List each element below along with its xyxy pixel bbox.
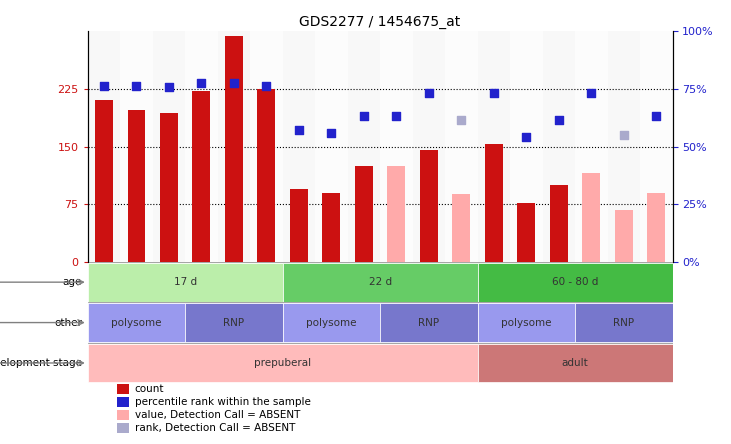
Title: GDS2277 / 1454675_at: GDS2277 / 1454675_at	[300, 15, 461, 29]
Bar	[518, 203, 535, 262]
Text: value, Detection Call = ABSENT: value, Detection Call = ABSENT	[135, 410, 300, 420]
FancyBboxPatch shape	[283, 263, 477, 301]
FancyBboxPatch shape	[88, 344, 477, 382]
Text: adult: adult	[561, 358, 588, 368]
FancyBboxPatch shape	[88, 303, 185, 342]
Point	[131, 83, 143, 90]
Y-axis label: age: age	[62, 277, 82, 287]
FancyBboxPatch shape	[185, 303, 283, 342]
Bar	[387, 166, 405, 262]
Text: polysome: polysome	[306, 317, 357, 328]
Bar	[117, 397, 129, 407]
FancyBboxPatch shape	[477, 344, 673, 382]
Text: RNP: RNP	[613, 317, 635, 328]
Bar	[452, 194, 470, 262]
Text: polysome: polysome	[111, 317, 162, 328]
Bar	[615, 210, 633, 262]
Point	[651, 112, 662, 119]
FancyBboxPatch shape	[283, 303, 380, 342]
FancyBboxPatch shape	[477, 263, 673, 301]
Bar	[283, 31, 315, 262]
Point	[260, 83, 272, 90]
Point	[618, 131, 629, 139]
Bar	[542, 31, 575, 262]
Bar	[607, 31, 640, 262]
Text: 60 - 80 d: 60 - 80 d	[552, 277, 598, 287]
Text: RNP: RNP	[418, 317, 439, 328]
Bar	[117, 423, 129, 432]
Bar	[95, 100, 113, 262]
Bar	[380, 31, 412, 262]
Bar	[257, 89, 276, 262]
Point	[455, 116, 467, 123]
Bar	[117, 384, 129, 393]
Bar	[510, 31, 542, 262]
Bar	[315, 31, 348, 262]
FancyBboxPatch shape	[380, 303, 477, 342]
Bar	[88, 31, 120, 262]
Bar	[127, 111, 145, 262]
Text: rank, Detection Call = ABSENT: rank, Detection Call = ABSENT	[135, 423, 295, 433]
Bar	[192, 91, 211, 262]
Point	[390, 112, 402, 119]
Bar	[355, 166, 373, 262]
Text: count: count	[135, 384, 164, 394]
Bar	[250, 31, 283, 262]
Bar	[640, 31, 673, 262]
Point	[163, 84, 175, 91]
Bar	[412, 31, 445, 262]
Bar	[120, 31, 153, 262]
Bar	[583, 174, 600, 262]
Bar	[290, 189, 308, 262]
Text: percentile rank within the sample: percentile rank within the sample	[135, 397, 311, 407]
Point	[325, 130, 337, 137]
Bar	[550, 185, 568, 262]
Bar	[420, 151, 438, 262]
Point	[196, 80, 208, 87]
Bar	[485, 144, 503, 262]
Y-axis label: other: other	[54, 317, 82, 328]
Bar	[348, 31, 380, 262]
Point	[423, 89, 435, 96]
Bar	[648, 193, 665, 262]
FancyBboxPatch shape	[88, 263, 283, 301]
Bar	[185, 31, 218, 262]
FancyBboxPatch shape	[575, 303, 673, 342]
FancyBboxPatch shape	[477, 303, 575, 342]
Point	[553, 116, 564, 123]
Bar	[477, 31, 510, 262]
Y-axis label: development stage: development stage	[0, 358, 82, 368]
Bar	[117, 410, 129, 420]
Point	[293, 126, 305, 133]
Text: prepuberal: prepuberal	[254, 358, 311, 368]
Bar	[445, 31, 477, 262]
Point	[98, 83, 110, 90]
Point	[488, 89, 500, 96]
Bar	[322, 193, 341, 262]
Point	[586, 89, 597, 96]
Bar	[218, 31, 250, 262]
Bar	[575, 31, 607, 262]
Point	[520, 134, 532, 141]
Point	[358, 112, 370, 119]
Point	[228, 79, 240, 86]
Bar	[153, 31, 185, 262]
Text: polysome: polysome	[501, 317, 552, 328]
Bar	[160, 113, 178, 262]
Text: 17 d: 17 d	[174, 277, 197, 287]
Text: RNP: RNP	[224, 317, 244, 328]
Text: 22 d: 22 d	[368, 277, 392, 287]
Bar	[225, 36, 243, 262]
